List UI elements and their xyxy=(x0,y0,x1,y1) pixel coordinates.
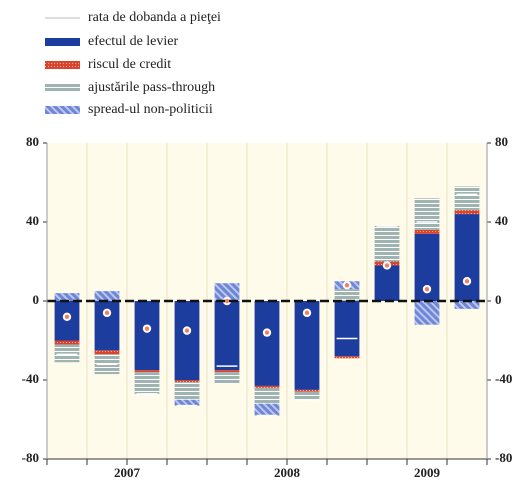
bar-segment xyxy=(54,293,80,301)
dot xyxy=(262,328,272,337)
bar-segment xyxy=(174,380,200,382)
bar-segment xyxy=(54,344,80,363)
bar-segment xyxy=(374,265,400,301)
bar-segment xyxy=(174,399,200,406)
legend-label: riscul de credit xyxy=(88,57,171,72)
bar-segment xyxy=(214,301,240,371)
bar-segment xyxy=(254,387,280,404)
legend-label: rata de dobanda a pieţei xyxy=(88,10,221,25)
dot xyxy=(422,284,432,294)
bar-segment xyxy=(414,301,440,325)
y-tick-label: -40 xyxy=(22,371,39,386)
dot xyxy=(382,261,392,270)
bar-segment xyxy=(94,301,120,351)
dot xyxy=(142,324,152,333)
bar-segment xyxy=(174,381,200,400)
bar-segment xyxy=(174,301,200,380)
bar-segment xyxy=(134,301,160,371)
y2-tick-label: 80 xyxy=(495,134,508,149)
dot xyxy=(182,326,192,335)
legend-label: ajustările pass-through xyxy=(88,80,215,95)
legend-label: spread-ul non-politicii xyxy=(88,102,213,117)
dot xyxy=(302,308,312,318)
bar-segment xyxy=(214,283,240,301)
y-tick-label: -80 xyxy=(22,450,39,465)
bar-segment xyxy=(254,301,280,386)
bar-segment xyxy=(334,301,360,357)
bar-segment xyxy=(454,214,480,301)
y2-tick-label: -40 xyxy=(495,371,512,386)
bar-segment xyxy=(134,370,160,373)
year-label: 2007 xyxy=(114,465,141,480)
y2-tick-label: 40 xyxy=(495,213,508,228)
legend-label: efectul de levier xyxy=(88,34,179,49)
legend-swatch xyxy=(45,61,80,69)
bar-segment xyxy=(454,186,480,211)
bar-segment xyxy=(134,372,160,394)
dot xyxy=(342,281,352,290)
bar-segment xyxy=(374,225,400,262)
y2-tick-label: -80 xyxy=(495,450,512,465)
bar-segment xyxy=(94,291,120,301)
year-label: 2008 xyxy=(274,465,301,480)
bar-segment xyxy=(294,391,320,400)
bar-segment xyxy=(334,356,360,359)
bar-segment xyxy=(254,385,280,388)
legend-swatch xyxy=(45,106,80,114)
bar-segment xyxy=(454,301,480,309)
bar-segment xyxy=(214,372,240,384)
bar-segment xyxy=(94,350,120,355)
dot xyxy=(462,277,472,286)
bar-segment xyxy=(454,210,480,215)
legend-swatch xyxy=(45,38,80,46)
dot xyxy=(102,308,112,318)
bar-segment xyxy=(294,389,320,392)
bar-segment xyxy=(414,198,440,230)
y2-tick-label: 0 xyxy=(495,292,502,307)
bar-segment xyxy=(414,229,440,234)
y-tick-label: 0 xyxy=(33,292,40,307)
bar-segment xyxy=(214,370,240,373)
bar-segment xyxy=(334,289,360,301)
year-label: 2009 xyxy=(414,465,441,480)
bar-segment xyxy=(254,403,280,416)
bar-segment xyxy=(54,340,80,345)
y-tick-label: 80 xyxy=(26,134,39,149)
dot xyxy=(62,312,72,321)
y-tick-label: 40 xyxy=(26,213,39,228)
legend-swatch xyxy=(45,84,80,92)
